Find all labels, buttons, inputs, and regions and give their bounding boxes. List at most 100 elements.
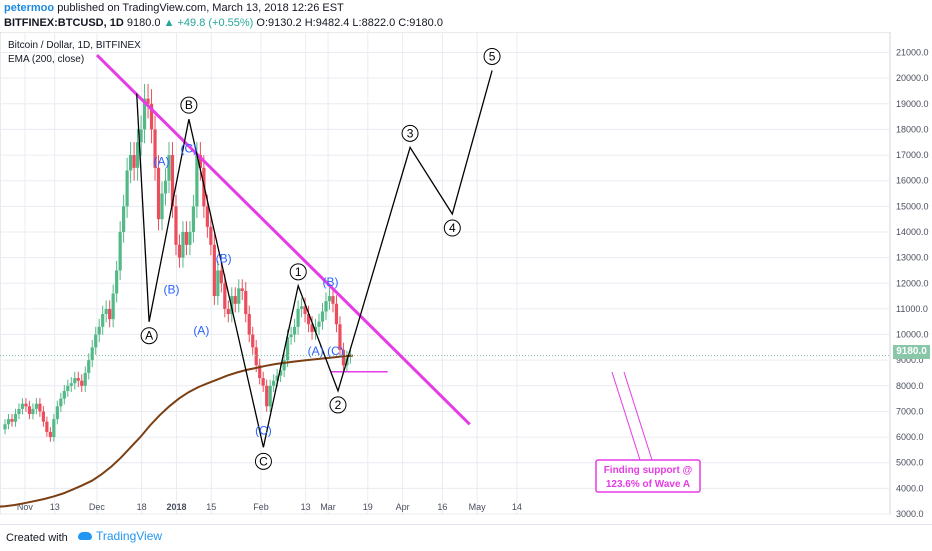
- candle-body: [111, 293, 115, 320]
- sub-wave-label: (C): [181, 142, 198, 156]
- candle-body: [268, 385, 272, 407]
- candle-body: [17, 408, 21, 415]
- sub-wave-label: (C): [255, 424, 272, 438]
- candle-body: [153, 129, 157, 168]
- candle-body: [334, 303, 339, 325]
- x-tick-label: Mar: [320, 502, 336, 512]
- y-tick-label: 11000.0: [896, 304, 928, 314]
- candle-body: [38, 403, 42, 412]
- sub-wave-label: (A): [308, 344, 324, 358]
- y-tick-label: 16000.0: [896, 176, 929, 186]
- x-tick-label: 14: [512, 502, 522, 512]
- wave-label-circle: [443, 219, 461, 237]
- candle-body: [13, 414, 18, 422]
- candle-body: [135, 142, 140, 168]
- candle-body: [282, 360, 286, 371]
- candle-body: [125, 170, 129, 207]
- candle-body: [251, 334, 255, 348]
- author-link[interactable]: petermoo: [4, 2, 55, 14]
- annotation-line2: 123.6% of Wave A: [606, 479, 690, 490]
- candle-body: [177, 244, 182, 258]
- candle-body: [324, 301, 328, 312]
- y-tick-label: 14000.0: [896, 227, 929, 237]
- x-tick-label: 16: [437, 502, 447, 512]
- candle-body: [327, 296, 332, 302]
- candle-body: [118, 231, 122, 271]
- candle-body: [3, 424, 7, 430]
- wave-label-circle: [289, 263, 307, 281]
- candle-body: [69, 383, 73, 386]
- candle-body: [6, 419, 11, 425]
- sub-wave-label: (C): [327, 344, 344, 358]
- candle-body: [223, 283, 227, 309]
- x-tick-label: 2018: [166, 502, 186, 512]
- wave-label-circle: [180, 96, 198, 114]
- candle-body: [122, 206, 126, 232]
- candle-body: [45, 421, 49, 432]
- candle-body: [331, 296, 335, 304]
- trendline: [95, 54, 471, 426]
- candle-body: [279, 370, 283, 376]
- price-chart[interactable]: 21000.020000.019000.018000.017000.016000…: [0, 31, 932, 520]
- y-tick-label: 15000.0: [896, 201, 929, 211]
- y-tick-label: 3000.0: [896, 509, 924, 519]
- candle-body: [142, 98, 147, 130]
- candle-body: [163, 180, 168, 194]
- ticker-symbol: BITFINEX:BTCUSD, 1D: [4, 17, 124, 29]
- candle-body: [167, 155, 171, 181]
- sub-wave-label: (A): [154, 154, 170, 168]
- candle-body: [247, 314, 251, 335]
- indicator-label: EMA (200, close): [8, 54, 84, 65]
- candle-body: [230, 296, 234, 315]
- candle-body: [108, 308, 112, 320]
- candle-body: [149, 103, 154, 130]
- candle-body: [20, 403, 25, 409]
- candle-body: [289, 334, 293, 338]
- candle-body: [320, 311, 325, 322]
- wave-label: B: [185, 98, 193, 112]
- candle-body: [55, 406, 59, 420]
- candle-body: [52, 419, 56, 438]
- wave-label-circle: [401, 124, 419, 142]
- annotation-line1: Finding support @: [604, 465, 693, 476]
- candle-body: [94, 334, 98, 348]
- candle-body: [226, 308, 230, 315]
- candle-body: [272, 380, 276, 386]
- candle-body: [212, 244, 216, 297]
- x-tick-label: 18: [137, 502, 147, 512]
- candle-body: [129, 155, 133, 171]
- sub-wave-label: (A): [193, 324, 209, 338]
- candle-body: [59, 398, 63, 407]
- y-tick-label: 7000.0: [896, 406, 924, 416]
- candle-body: [198, 155, 202, 168]
- last-price: 9180.0: [126, 17, 161, 29]
- tradingview-brand[interactable]: TradingView: [78, 529, 162, 543]
- y-tick-label: 18000.0: [896, 124, 929, 134]
- price-change: ▲ +49.8 (+0.55%): [163, 17, 254, 29]
- candle-body: [265, 385, 269, 407]
- candle-body: [132, 155, 136, 168]
- candle-body: [209, 226, 213, 245]
- y-tick-label: 17000.0: [896, 150, 929, 160]
- candle-body: [73, 378, 77, 384]
- current-price-tag: 9180.0: [893, 345, 930, 359]
- y-tick-label: 9000.0: [896, 355, 924, 365]
- candle-body: [341, 349, 346, 366]
- candle-body: [24, 403, 28, 407]
- candle-body: [31, 408, 35, 415]
- y-tick-label: 20000.0: [896, 73, 929, 83]
- y-tick-label: 21000.0: [896, 48, 929, 58]
- cloud-icon: [78, 532, 92, 540]
- published-text: published on TradingView.com, March 13, …: [57, 2, 344, 14]
- chart-area[interactable]: 21000.0 20000.0 19000.0 18000.0 17000.0 16000…: [0, 31, 932, 520]
- x-tick-label: Apr: [396, 502, 410, 512]
- candle-body: [258, 365, 262, 379]
- candle-body: [303, 306, 307, 315]
- x-tick-label: 15: [206, 502, 216, 512]
- candle-body: [306, 314, 311, 325]
- candle-body: [292, 326, 297, 335]
- candle-body: [219, 270, 223, 284]
- candle-body: [188, 231, 192, 245]
- wave-label-circle: [140, 327, 158, 345]
- x-tick-label: 13: [50, 502, 60, 512]
